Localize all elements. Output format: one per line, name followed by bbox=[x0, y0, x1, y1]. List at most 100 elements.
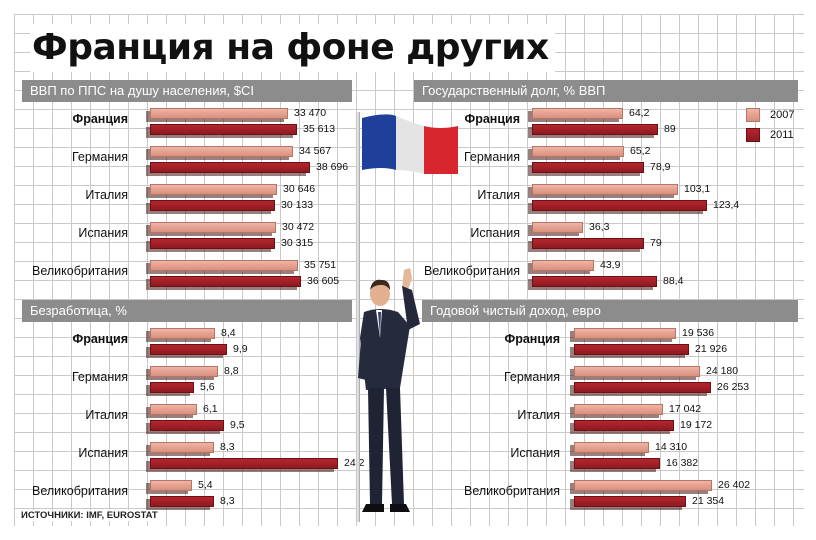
legend-label-2011: 2011 bbox=[770, 129, 794, 141]
unemp-value-label-2007: 8,8 bbox=[224, 365, 239, 377]
debt-bar-2007 bbox=[532, 260, 594, 271]
debt-value-label-2011: 89 bbox=[664, 123, 676, 135]
legend-swatch-2007 bbox=[746, 108, 760, 122]
gdp-bar-2007 bbox=[150, 108, 288, 119]
income-value-label-2007: 26 402 bbox=[718, 479, 751, 491]
debt-bar-2007 bbox=[532, 108, 623, 119]
income-category-label: Германия bbox=[503, 370, 560, 384]
debt-category-label: Франция bbox=[464, 112, 520, 126]
unemp-value-label-2011: 8,3 bbox=[220, 495, 235, 507]
legend-label-2007: 2007 bbox=[770, 109, 795, 121]
income-bar-2011 bbox=[574, 382, 711, 393]
income-bar-2007 bbox=[574, 442, 649, 453]
unemp-bar-2007 bbox=[150, 366, 218, 377]
income-bar-2007 bbox=[574, 366, 700, 377]
debt-category-label: Испания bbox=[470, 226, 520, 240]
unemp-value-label-2007: 6,1 bbox=[203, 403, 218, 415]
income-value-label-2011: 21 354 bbox=[692, 495, 725, 507]
unemp-category-label: Испания bbox=[78, 446, 128, 460]
debt-bar-2011 bbox=[532, 124, 658, 135]
panel-header-gdp: ВВП по ППС на душу населения, $CI bbox=[22, 80, 352, 102]
unemp-bar-2007 bbox=[150, 480, 192, 491]
gdp-value-label-2011: 30 133 bbox=[281, 199, 314, 211]
politician-waving-image bbox=[358, 268, 420, 512]
unemp-value-label-2011: 9,5 bbox=[230, 419, 245, 431]
unemp-bar-2007 bbox=[150, 442, 214, 453]
gdp-category-label: Италия bbox=[85, 188, 128, 202]
debt-value-label-2007: 64,2 bbox=[629, 107, 650, 119]
debt-category-label: Великобритания bbox=[424, 264, 520, 278]
gdp-bar-2007 bbox=[150, 222, 276, 233]
income-bar-2011 bbox=[574, 344, 689, 355]
unemp-value-label-2007: 5,4 bbox=[198, 479, 213, 491]
unemp-bar-2011 bbox=[150, 496, 214, 507]
income-value-label-2011: 26 253 bbox=[717, 381, 750, 393]
unemp-bar-2011 bbox=[150, 420, 224, 431]
income-value-label-2007: 14 310 bbox=[655, 441, 688, 453]
debt-bar-2011 bbox=[532, 162, 644, 173]
gdp-bar-2011 bbox=[150, 238, 275, 249]
flag-pole bbox=[356, 112, 360, 522]
debt-value-label-2011: 79 bbox=[650, 237, 662, 249]
income-bar-2007 bbox=[574, 404, 663, 415]
debt-value-label-2007: 43,9 bbox=[600, 259, 621, 271]
gdp-value-label-2011: 30 315 bbox=[281, 237, 314, 249]
source-note: ИСТОЧНИКИ: IMF, EUROSTAT bbox=[18, 510, 161, 521]
main-title: Франция на фоне других bbox=[30, 24, 555, 72]
income-bar-2011 bbox=[574, 458, 660, 469]
gdp-value-label-2007: 30 472 bbox=[282, 221, 315, 233]
income-category-label: Италия bbox=[517, 408, 560, 422]
gdp-value-label-2011: 35 613 bbox=[303, 123, 336, 135]
gdp-category-label: Испания bbox=[78, 226, 128, 240]
debt-value-label-2007: 65,2 bbox=[630, 145, 651, 157]
debt-value-label-2011: 88,4 bbox=[663, 275, 684, 287]
debt-bar-2011 bbox=[532, 276, 657, 287]
gdp-bar-2011 bbox=[150, 200, 275, 211]
gdp-category-label: Франция bbox=[72, 112, 128, 126]
debt-value-label-2007: 103,1 bbox=[684, 183, 711, 195]
unemp-category-label: Германия bbox=[71, 370, 128, 384]
unemp-category-label: Великобритания bbox=[32, 484, 128, 498]
income-category-label: Великобритания bbox=[464, 484, 560, 498]
debt-bar-2007 bbox=[532, 222, 583, 233]
unemp-value-label-2011: 9,9 bbox=[233, 343, 248, 355]
income-value-label-2011: 16 382 bbox=[666, 457, 699, 469]
debt-value-label-2011: 123,4 bbox=[713, 199, 740, 211]
gdp-value-label-2007: 33 470 bbox=[294, 107, 327, 119]
debt-bar-2007 bbox=[532, 184, 678, 195]
gdp-category-label: Германия bbox=[71, 150, 128, 164]
gdp-bar-2011 bbox=[150, 162, 310, 173]
unemp-bar-2007 bbox=[150, 404, 197, 415]
panel-header-debt: Государственный долг, % ВВП bbox=[414, 80, 798, 102]
debt-value-label-2007: 36,3 bbox=[589, 221, 610, 233]
income-value-label-2011: 21 926 bbox=[695, 343, 728, 355]
unemp-value-label-2007: 8,3 bbox=[220, 441, 235, 453]
income-bar-2011 bbox=[574, 496, 686, 507]
income-category-label: Франция bbox=[504, 332, 560, 346]
panel-header-income: Годовой чистый доход, евро bbox=[422, 300, 798, 322]
unemp-value-label-2007: 8,4 bbox=[221, 327, 236, 339]
unemp-category-label: Франция bbox=[72, 332, 128, 346]
income-value-label-2007: 24 180 bbox=[706, 365, 739, 377]
gdp-value-label-2011: 38 696 bbox=[316, 161, 349, 173]
gdp-bar-2011 bbox=[150, 276, 301, 287]
unemp-value-label-2011: 5,6 bbox=[200, 381, 215, 393]
panel-header-unemp: Безработица, % bbox=[22, 300, 352, 322]
debt-category-label: Италия bbox=[477, 188, 520, 202]
unemp-bar-2011 bbox=[150, 382, 194, 393]
gdp-bar-2007 bbox=[150, 260, 298, 271]
debt-bar-2007 bbox=[532, 146, 624, 157]
income-bar-2011 bbox=[574, 420, 674, 431]
french-flag-image bbox=[362, 114, 458, 174]
debt-bar-2011 bbox=[532, 200, 707, 211]
gdp-bar-2007 bbox=[150, 184, 277, 195]
unemp-bar-2011 bbox=[150, 344, 227, 355]
gdp-value-label-2011: 36 605 bbox=[307, 275, 340, 287]
gdp-value-label-2007: 30 646 bbox=[283, 183, 316, 195]
gdp-bar-2011 bbox=[150, 124, 297, 135]
debt-value-label-2011: 78,9 bbox=[650, 161, 671, 173]
debt-category-label: Германия bbox=[463, 150, 520, 164]
debt-bar-2011 bbox=[532, 238, 644, 249]
unemp-bar-2007 bbox=[150, 328, 215, 339]
income-value-label-2007: 17 042 bbox=[669, 403, 702, 415]
